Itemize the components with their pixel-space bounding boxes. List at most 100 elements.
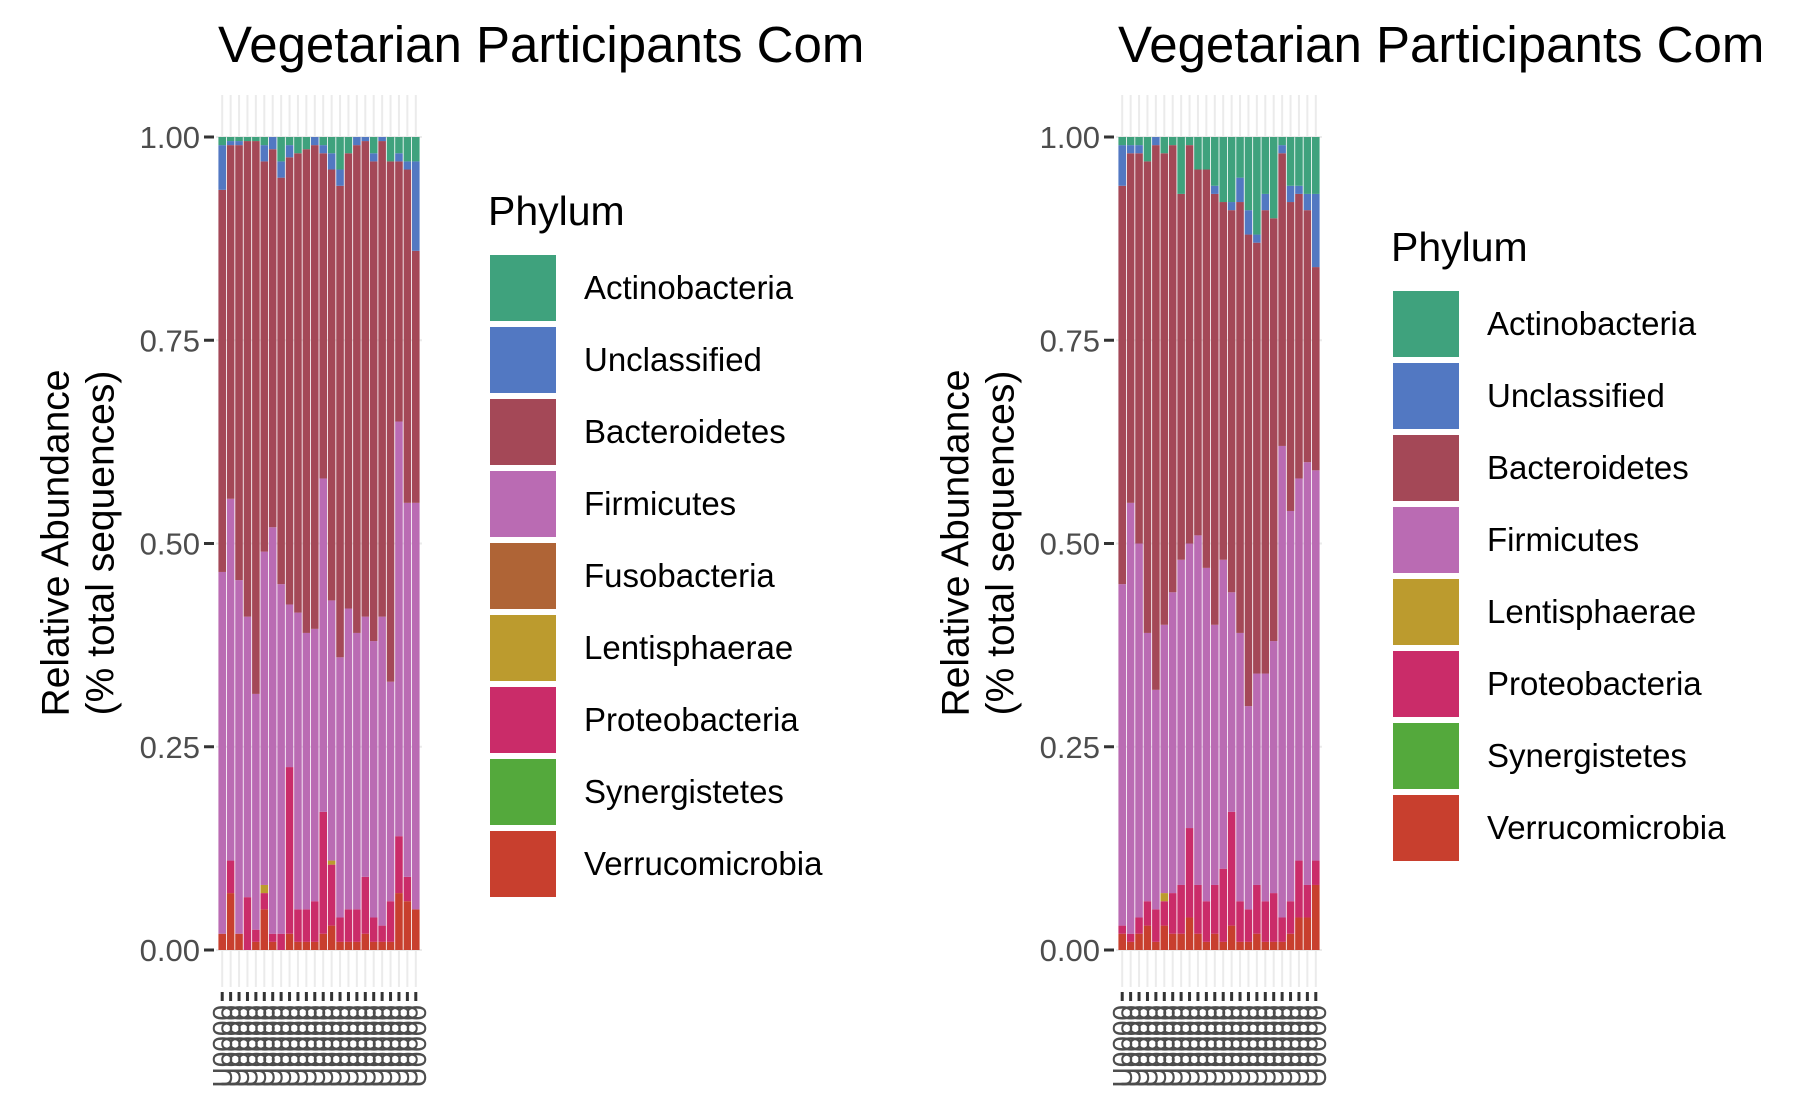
x-tick-label: U0000 [216, 1005, 247, 1088]
bar-segment-proteobacteria [1185, 828, 1194, 918]
bar-segment-bacteroidetes [1152, 145, 1160, 690]
bar-segment-actinobacteria [395, 137, 403, 154]
bar-segment-verrucomicrobia [369, 941, 378, 950]
bar-segment-verrucomicrobia [1312, 884, 1320, 950]
bar-segment-verrucomicrobia [336, 941, 344, 950]
x-tick-label: U0000 [275, 1005, 306, 1088]
bar-segment-actinobacteria [1118, 137, 1126, 146]
bar-segment-proteobacteria [319, 811, 327, 934]
bar-segment-actinobacteria [1202, 137, 1211, 170]
bar-segment-bacteroidetes [1286, 202, 1295, 511]
bar-segment-verrucomicrobia [226, 893, 235, 950]
bar-segment-bacteroidetes [1143, 161, 1152, 633]
bar-segment-verrucomicrobia [319, 933, 327, 950]
bar-segment-actinobacteria [1312, 137, 1320, 194]
bar-segment-firmicutes [311, 628, 319, 902]
bar-segment-firmicutes [1143, 632, 1152, 902]
x-tick-label: U0000 [283, 1005, 314, 1088]
bar-segment-actinobacteria [1168, 137, 1177, 146]
bar-segment-unclassified [285, 145, 294, 158]
legend-swatch-synergistetes [1393, 723, 1459, 789]
bar-segment-unclassified [1286, 185, 1295, 203]
bar-segment-verrucomicrobia [1177, 933, 1185, 950]
bar-segment-proteobacteria [1118, 925, 1126, 934]
bar-segment-unclassified [336, 169, 344, 186]
y-axis-label-sub: (% total sequences) [979, 371, 1022, 716]
bar-segment-verrucomicrobia [294, 941, 302, 950]
bar-segment-proteobacteria [1135, 917, 1143, 934]
y-tick-label: 0.75 [140, 323, 200, 358]
bar-segment-actinobacteria [285, 137, 294, 146]
bar-segment-unclassified [1303, 193, 1312, 211]
bar-segment-verrucomicrobia [1143, 925, 1152, 950]
x-tick-label: U0000 [266, 1005, 297, 1088]
bar-segment-proteobacteria [336, 917, 344, 942]
bar-segment-unclassified [1211, 185, 1219, 194]
x-tick-label: U0000 [1276, 1005, 1307, 1088]
bar-segment-actinobacteria [1253, 137, 1261, 235]
bar-segment-proteobacteria [226, 860, 235, 894]
x-tick-label: U0000 [300, 1005, 331, 1088]
bar-segment-lentisphaerae [1160, 893, 1169, 902]
bar-segment-proteobacteria [1278, 917, 1286, 942]
legend-swatch-fusobacteria [490, 543, 556, 609]
bar-segment-firmicutes [243, 616, 252, 898]
bar-segment-firmicutes [1236, 632, 1244, 902]
bar-segment-proteobacteria [395, 836, 403, 894]
bar-segment-firmicutes [294, 612, 302, 910]
bar-segment-actinobacteria [226, 137, 235, 142]
bar-segment-firmicutes [268, 527, 277, 934]
bar-segment-unclassified [1152, 137, 1160, 146]
bar-segment-bacteroidetes [1118, 185, 1126, 585]
y-tick-label: 0.25 [1040, 730, 1100, 765]
bar-segment-verrucomicrobia [302, 941, 311, 950]
bar-segment-verrucomicrobia [1227, 925, 1236, 950]
legend-label-firmicutes: Firmicutes [584, 485, 736, 522]
bar-segment-bacteroidetes [1194, 169, 1202, 536]
x-tick-label: U0000 [1141, 1005, 1172, 1088]
x-tick-label: U0000 [1116, 1005, 1147, 1088]
bar-segment-proteobacteria [1295, 860, 1303, 918]
legend-swatch-bacteroidetes [490, 399, 556, 465]
x-tick-label: U0000 [1217, 1005, 1248, 1088]
y-tick-label: 0.50 [140, 527, 200, 562]
bar-segment-actinobacteria [386, 137, 395, 162]
bar-segment-bacteroidetes [1261, 210, 1270, 674]
bar-segment-firmicutes [327, 600, 336, 861]
chart-title: Vegetarian Participants Com [1118, 16, 1764, 73]
bar-segment-proteobacteria [378, 925, 386, 942]
legend-swatch-unclassified [490, 327, 556, 393]
chart-title: Vegetarian Participants Com [218, 16, 864, 73]
bar-segment-proteobacteria [302, 909, 311, 942]
bar-segment-firmicutes [369, 641, 378, 918]
bar-segment-firmicutes [1152, 689, 1160, 910]
bar-segment-unclassified [1236, 177, 1244, 203]
bar-segment-bacteroidetes [1227, 210, 1236, 593]
bar-segment-actinobacteria [1126, 137, 1135, 146]
legend-label-unclassified: Unclassified [1487, 377, 1665, 414]
x-tick-label: U0000 [367, 1005, 398, 1088]
bar-segment-actinobacteria [403, 137, 412, 162]
x-tick-label: U0000 [1191, 1005, 1222, 1088]
bar-segment-bacteroidetes [1244, 234, 1253, 707]
bar-segment-bacteroidetes [336, 185, 344, 658]
bar-segment-actinobacteria [1295, 137, 1303, 186]
bar-segment-bacteroidetes [1168, 145, 1177, 593]
x-tick-label: U0000 [249, 1005, 280, 1088]
bar-segment-unclassified [361, 137, 370, 142]
bar-segment-bacteroidetes [1278, 153, 1286, 446]
chart-panel-left: 0.000.250.500.751.00U0000U0000U0000U0000… [34, 16, 864, 1088]
bar-segment-actinobacteria [235, 137, 243, 142]
legend-swatch-actinobacteria [1393, 291, 1459, 357]
bar-segment-bacteroidetes [1160, 153, 1169, 625]
bar-segment-proteobacteria [311, 901, 319, 942]
bar-segment-unclassified [218, 145, 226, 190]
x-tick-label: U0000 [1183, 1005, 1214, 1088]
x-tick-label: U0000 [1292, 1005, 1323, 1088]
legend-swatch-proteobacteria [490, 687, 556, 753]
bar-segment-verrucomicrobia [395, 893, 403, 950]
bar-segment-actinobacteria [1227, 137, 1236, 203]
legend-swatch-actinobacteria [490, 255, 556, 321]
x-tick-label: U0000 [342, 1005, 373, 1088]
